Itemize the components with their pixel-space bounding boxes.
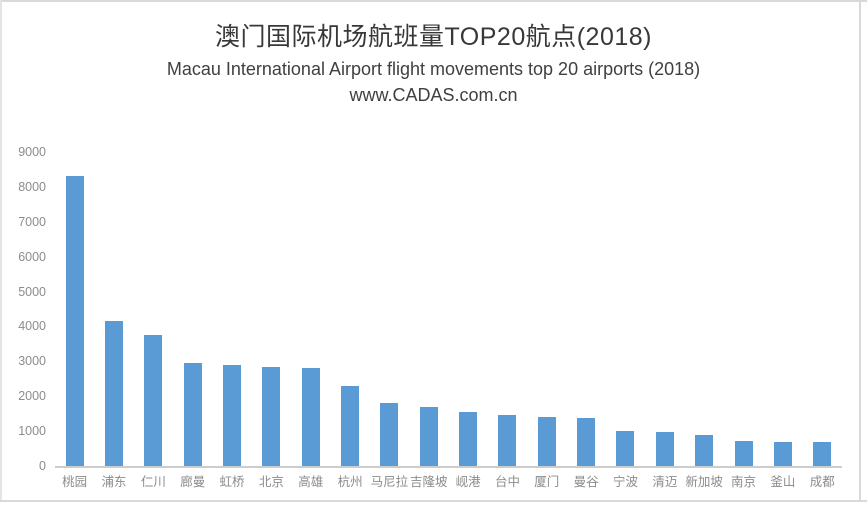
window-border-top <box>0 0 867 2</box>
x-tick-label: 宁波 <box>612 475 638 489</box>
x-tick-label: 虹桥 <box>219 475 245 489</box>
bar-slot <box>291 152 330 466</box>
bar-slot <box>212 152 251 466</box>
bar-slot <box>566 152 605 466</box>
x-tick-label: 清迈 <box>652 475 678 489</box>
bar <box>301 368 320 466</box>
bar <box>813 441 832 466</box>
x-tick-label: 杭州 <box>337 475 363 489</box>
y-tick-label: 5000 <box>18 284 46 299</box>
x-tick-label: 高雄 <box>298 475 324 489</box>
chart-source-url: www.CADAS.com.cn <box>349 85 518 105</box>
y-tick-label: 8000 <box>18 179 46 194</box>
bar-slot <box>724 152 763 466</box>
bar <box>498 415 517 466</box>
x-tick-label: 仁川 <box>140 475 166 489</box>
bar <box>695 434 714 466</box>
bar-slot <box>606 152 645 466</box>
bar-slot <box>330 152 369 466</box>
x-tick-label: 曼谷 <box>573 475 599 489</box>
bar-slot <box>173 152 212 466</box>
bar <box>459 411 478 466</box>
bar <box>419 406 438 466</box>
bar <box>616 431 635 466</box>
bar <box>144 335 163 466</box>
bar-slot <box>448 152 487 466</box>
x-tick-label: 浦东 <box>101 475 127 489</box>
y-tick-label: 6000 <box>18 249 46 264</box>
y-tick-label: 9000 <box>18 145 46 159</box>
bar-slot <box>763 152 802 466</box>
x-tick-label: 马尼拉 <box>370 475 409 489</box>
y-tick-label: 2000 <box>18 389 46 404</box>
chart-title: 澳门国际机场航班量TOP20航点(2018) <box>214 23 652 51</box>
bar-slot <box>488 152 527 466</box>
x-tick-label: 廊曼 <box>180 475 206 489</box>
bar-slot <box>94 152 133 466</box>
bar <box>773 441 792 466</box>
x-tick-label: 成都 <box>809 475 835 489</box>
y-tick-label: 1000 <box>18 424 46 439</box>
bar <box>537 417 556 466</box>
bar-slot <box>370 152 409 466</box>
y-tick-label: 7000 <box>18 214 46 229</box>
bar-slot <box>685 152 724 466</box>
bar <box>341 385 360 466</box>
x-tick-label: 吉隆坡 <box>410 475 448 489</box>
y-tick-label: 0 <box>39 459 46 473</box>
bar <box>655 431 674 466</box>
bar <box>223 364 242 466</box>
x-axis-line <box>55 466 842 468</box>
y-tick-label: 3000 <box>18 354 46 369</box>
window-border-left <box>0 0 2 502</box>
bar <box>183 363 202 466</box>
x-tick-label: 桃园 <box>62 475 88 489</box>
bar-slot <box>409 152 448 466</box>
y-tick-label: 4000 <box>18 319 46 334</box>
bar <box>577 417 596 466</box>
x-axis-labels: 桃园 浦东 仁川 廊曼 虹桥 北京 高雄 杭州 马尼拉 吉隆坡 岘港 台中 厦门 曼谷 宁波 清迈 新加坡 南京釜… <box>55 474 842 490</box>
bar-slot <box>134 152 173 466</box>
chart-subtitle: Macau International Airport flight movem… <box>166 59 701 79</box>
bar <box>105 321 124 466</box>
bar-slot <box>645 152 684 466</box>
bar-slot <box>527 152 566 466</box>
bar-slot <box>803 152 842 466</box>
bar-slot <box>55 152 94 466</box>
bar <box>380 403 399 466</box>
x-tick-label: 南京 <box>731 475 757 489</box>
x-tick-label: 北京 <box>258 475 284 489</box>
window-border-bottom <box>0 500 867 502</box>
plot-area: 0 1000 2000 3000 4000 5000 6000 7000 8000 9000 桃园… <box>18 145 842 489</box>
bars-container <box>55 152 842 466</box>
x-tick-label: 厦门 <box>534 475 560 489</box>
bar <box>262 366 281 466</box>
x-tick-label: 新加坡 <box>685 475 723 489</box>
bar <box>65 176 84 466</box>
window-border-right <box>859 0 861 502</box>
x-tick-label: 台中 <box>494 475 520 489</box>
bar-slot <box>252 152 291 466</box>
bar <box>734 441 753 466</box>
x-tick-label: 岘港 <box>455 475 481 489</box>
y-axis: 0 1000 2000 3000 4000 5000 6000 7000 8000 9000 <box>0 145 46 473</box>
x-tick-label: 釜山 <box>770 475 796 489</box>
